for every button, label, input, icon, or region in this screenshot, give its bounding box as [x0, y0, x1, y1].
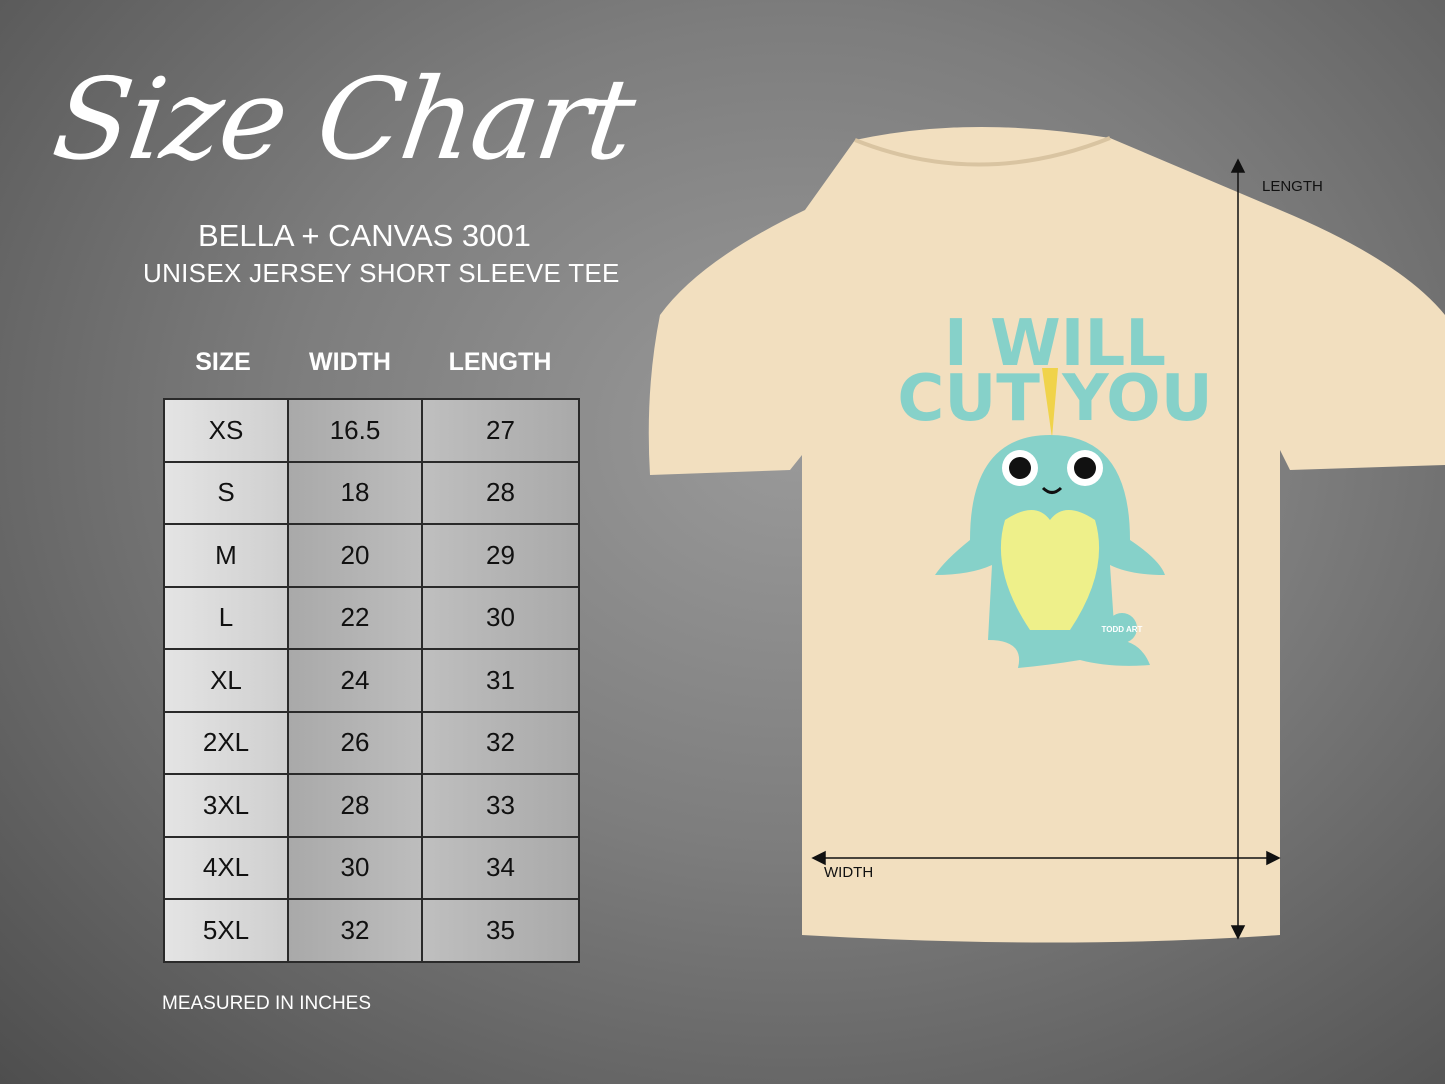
- size-table: XS 16.5 27 S 18 28 M 20 29 L 22 30 XL 24 31 2XL 26 32 3XL 2…: [163, 398, 580, 963]
- width-cell: 26: [287, 710, 423, 775]
- size-cell: 4XL: [163, 835, 289, 900]
- table-row: 3XL 28 33: [163, 773, 580, 838]
- size-chart-title: Size Chart: [45, 55, 641, 185]
- table-row: 2XL 26 32: [163, 710, 580, 775]
- width-cell: 30: [287, 835, 423, 900]
- length-cell: 29: [421, 523, 580, 588]
- length-cell: 27: [421, 398, 580, 463]
- width-cell: 32: [287, 898, 423, 963]
- size-cell: XL: [163, 648, 289, 713]
- size-cell: M: [163, 523, 289, 588]
- measurement-arrows: [811, 158, 1281, 940]
- header-width: WIDTH: [309, 348, 391, 376]
- size-cell: 5XL: [163, 898, 289, 963]
- size-cell: XS: [163, 398, 289, 463]
- units-note: MEASURED IN INCHES: [162, 993, 372, 1014]
- narwhal-graphic: TODD ART: [935, 368, 1165, 668]
- length-cell: 34: [421, 835, 580, 900]
- length-cell: 32: [421, 710, 580, 775]
- size-cell: 3XL: [163, 773, 289, 838]
- size-cell: 2XL: [163, 710, 289, 775]
- length-cell: 33: [421, 773, 580, 838]
- table-row: 5XL 32 35: [163, 898, 580, 963]
- length-cell: 31: [421, 648, 580, 713]
- size-cell: L: [163, 585, 289, 650]
- length-cell: 35: [421, 898, 580, 963]
- table-row: 4XL 30 34: [163, 835, 580, 900]
- length-cell: 28: [421, 460, 580, 525]
- width-cell: 22: [287, 585, 423, 650]
- width-cell: 16.5: [287, 398, 423, 463]
- header-length: LENGTH: [448, 348, 552, 376]
- table-row: L 22 30: [163, 585, 580, 650]
- width-label: WIDTH: [824, 864, 873, 881]
- product-subtitle: UNISEX JERSEY SHORT SLEEVE TEE: [143, 258, 620, 288]
- brand-model: BELLA + CANVAS 3001: [198, 218, 531, 253]
- size-cell: S: [163, 460, 289, 525]
- length-label: LENGTH: [1262, 178, 1323, 195]
- tshirt-illustration: I WILL CUT YOU TODD ART LENGTH WIDTH: [648, 126, 1445, 943]
- table-row: XS 16.5 27: [163, 398, 580, 463]
- width-cell: 18: [287, 460, 423, 525]
- length-cell: 30: [421, 585, 580, 650]
- width-cell: 24: [287, 648, 423, 713]
- header-size: SIZE: [195, 348, 251, 376]
- width-cell: 28: [287, 773, 423, 838]
- width-cell: 20: [287, 523, 423, 588]
- table-row: M 20 29: [163, 523, 580, 588]
- table-row: XL 24 31: [163, 648, 580, 713]
- todd-art-logo: TODD ART: [1102, 625, 1143, 634]
- table-row: S 18 28: [163, 460, 580, 525]
